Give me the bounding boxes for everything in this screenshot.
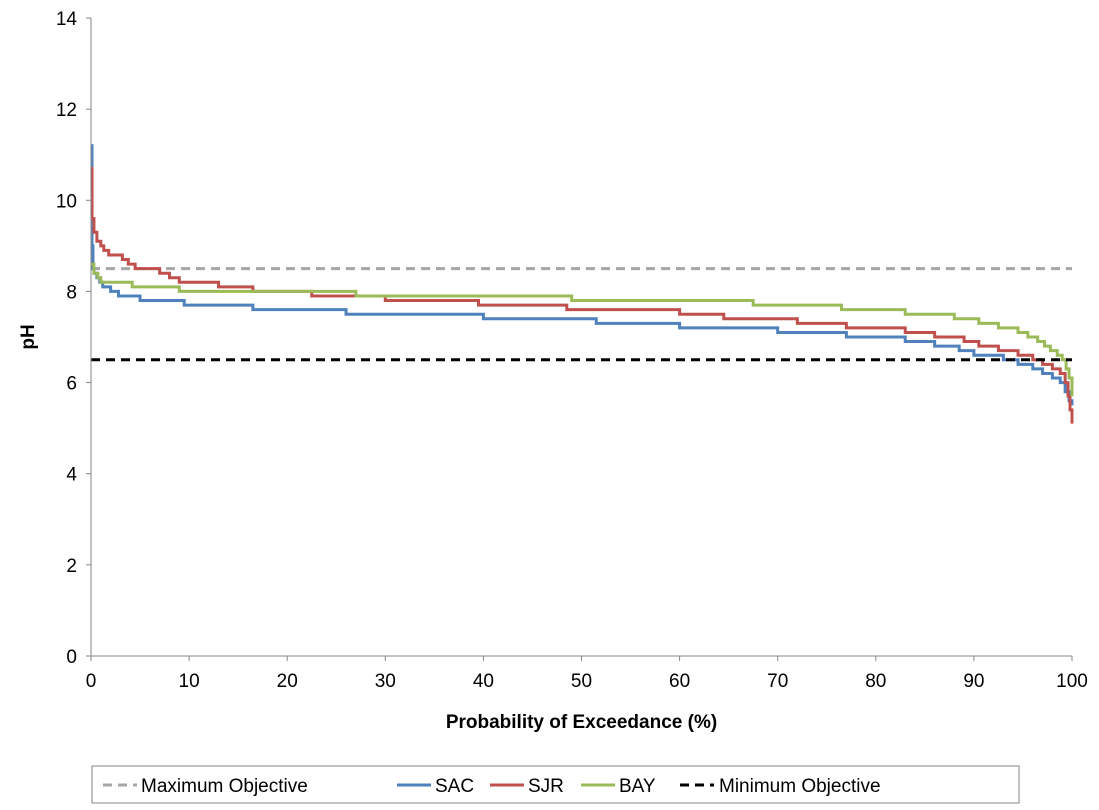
x-tick-label: 70: [767, 671, 788, 692]
legend-label: Maximum Objective: [141, 776, 308, 797]
legend-label: Minimum Objective: [719, 776, 881, 797]
legend: Maximum Objective SAC SJR BAY Minimum Object…: [91, 765, 1020, 804]
x-tick-label: 50: [571, 671, 592, 692]
y-tick-label: 4: [66, 465, 77, 486]
x-tick-label: 100: [1056, 671, 1088, 692]
legend-label: SJR: [528, 776, 564, 797]
y-axis-title: pH: [18, 324, 39, 349]
y-tick-label: 14: [56, 9, 78, 30]
x-tick-label: 20: [277, 671, 298, 692]
y-tick-label: 8: [66, 282, 77, 303]
x-tick-label: 60: [669, 671, 690, 692]
x-tick-label: 40: [473, 671, 494, 692]
x-tick-label: 90: [963, 671, 984, 692]
legend-label: BAY: [619, 776, 656, 797]
legend-box: [91, 765, 1020, 804]
y-tick-label: 2: [66, 556, 77, 577]
legend-label: SAC: [435, 776, 474, 797]
x-tick-label: 10: [179, 671, 200, 692]
x-tick-label: 0: [86, 671, 97, 692]
y-tick-label: 6: [66, 374, 77, 395]
series-line-sjr: [90, 166, 1074, 424]
series-line-bay: [91, 262, 1074, 397]
x-tick-label: 80: [865, 671, 886, 692]
y-tick-label: 12: [56, 100, 77, 121]
y-tick-label: 10: [56, 191, 77, 212]
series-line-sac: [90, 144, 1074, 406]
x-tick-label: 30: [375, 671, 396, 692]
y-tick-label: 0: [66, 647, 77, 668]
x-axis-title: Probability of Exceedance (%): [446, 712, 717, 733]
axes-layer: 0 2 4 6 8 10 12 14 0 10 20 30 40 50 60 70 80 90 100: [56, 9, 1088, 692]
series-layer: [90, 144, 1074, 424]
